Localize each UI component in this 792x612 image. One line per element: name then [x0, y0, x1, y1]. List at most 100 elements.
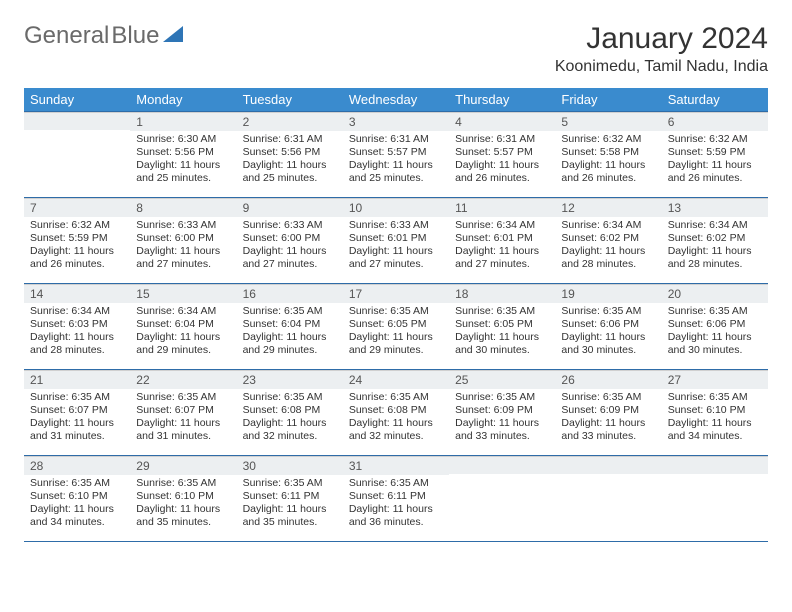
weekday-header: Friday	[555, 88, 661, 112]
calendar-day-cell	[555, 456, 661, 542]
weekday-header: Thursday	[449, 88, 555, 112]
day-number-empty	[662, 456, 768, 474]
sunset-text: Sunset: 6:09 PM	[455, 404, 549, 417]
day-number: 21	[24, 370, 130, 389]
day-details: Sunrise: 6:34 AMSunset: 6:04 PMDaylight:…	[130, 303, 236, 362]
sunset-text: Sunset: 6:03 PM	[30, 318, 124, 331]
daylight-text: Daylight: 11 hours and 27 minutes.	[455, 245, 549, 271]
sunrise-text: Sunrise: 6:32 AM	[668, 133, 762, 146]
sunset-text: Sunset: 6:07 PM	[136, 404, 230, 417]
day-details: Sunrise: 6:35 AMSunset: 6:11 PMDaylight:…	[343, 475, 449, 534]
day-number: 25	[449, 370, 555, 389]
day-number: 30	[237, 456, 343, 475]
daylight-text: Daylight: 11 hours and 26 minutes.	[668, 159, 762, 185]
sunrise-text: Sunrise: 6:35 AM	[668, 305, 762, 318]
sunrise-text: Sunrise: 6:35 AM	[455, 391, 549, 404]
sunrise-text: Sunrise: 6:30 AM	[136, 133, 230, 146]
sunrise-text: Sunrise: 6:35 AM	[136, 477, 230, 490]
daylight-text: Daylight: 11 hours and 29 minutes.	[349, 331, 443, 357]
calendar-day-cell: 21Sunrise: 6:35 AMSunset: 6:07 PMDayligh…	[24, 370, 130, 456]
day-details: Sunrise: 6:32 AMSunset: 5:59 PMDaylight:…	[24, 217, 130, 276]
day-number-empty	[449, 456, 555, 474]
daylight-text: Daylight: 11 hours and 25 minutes.	[349, 159, 443, 185]
weekday-header: Tuesday	[237, 88, 343, 112]
sunrise-text: Sunrise: 6:32 AM	[561, 133, 655, 146]
day-number: 29	[130, 456, 236, 475]
sunset-text: Sunset: 6:01 PM	[349, 232, 443, 245]
calendar-day-cell: 24Sunrise: 6:35 AMSunset: 6:08 PMDayligh…	[343, 370, 449, 456]
day-number: 9	[237, 198, 343, 217]
sunrise-text: Sunrise: 6:35 AM	[349, 391, 443, 404]
day-details: Sunrise: 6:34 AMSunset: 6:03 PMDaylight:…	[24, 303, 130, 362]
day-details: Sunrise: 6:30 AMSunset: 5:56 PMDaylight:…	[130, 131, 236, 190]
calendar-day-cell: 4Sunrise: 6:31 AMSunset: 5:57 PMDaylight…	[449, 112, 555, 198]
calendar-day-cell: 13Sunrise: 6:34 AMSunset: 6:02 PMDayligh…	[662, 198, 768, 284]
calendar-day-cell	[449, 456, 555, 542]
daylight-text: Daylight: 11 hours and 27 minutes.	[349, 245, 443, 271]
day-details: Sunrise: 6:32 AMSunset: 5:59 PMDaylight:…	[662, 131, 768, 190]
day-number: 14	[24, 284, 130, 303]
sunrise-text: Sunrise: 6:33 AM	[136, 219, 230, 232]
daylight-text: Daylight: 11 hours and 30 minutes.	[455, 331, 549, 357]
logo-text-general: General	[24, 22, 109, 50]
day-number: 31	[343, 456, 449, 475]
calendar-day-cell: 25Sunrise: 6:35 AMSunset: 6:09 PMDayligh…	[449, 370, 555, 456]
sunset-text: Sunset: 6:05 PM	[455, 318, 549, 331]
sunset-text: Sunset: 6:00 PM	[136, 232, 230, 245]
page-header: GeneralBlue January 2024 Koonimedu, Tami…	[24, 22, 768, 76]
calendar-day-cell: 12Sunrise: 6:34 AMSunset: 6:02 PMDayligh…	[555, 198, 661, 284]
day-number: 7	[24, 198, 130, 217]
daylight-text: Daylight: 11 hours and 26 minutes.	[30, 245, 124, 271]
day-details: Sunrise: 6:34 AMSunset: 6:02 PMDaylight:…	[555, 217, 661, 276]
calendar-day-cell	[662, 456, 768, 542]
day-number: 8	[130, 198, 236, 217]
sunset-text: Sunset: 6:08 PM	[243, 404, 337, 417]
weekday-header: Sunday	[24, 88, 130, 112]
day-details: Sunrise: 6:33 AMSunset: 6:00 PMDaylight:…	[237, 217, 343, 276]
sunset-text: Sunset: 5:57 PM	[349, 146, 443, 159]
calendar-day-cell: 23Sunrise: 6:35 AMSunset: 6:08 PMDayligh…	[237, 370, 343, 456]
sunrise-text: Sunrise: 6:31 AM	[455, 133, 549, 146]
day-number: 24	[343, 370, 449, 389]
title-block: January 2024 Koonimedu, Tamil Nadu, Indi…	[555, 22, 768, 76]
logo-triangle-icon	[163, 24, 187, 49]
sunrise-text: Sunrise: 6:35 AM	[30, 477, 124, 490]
day-details: Sunrise: 6:35 AMSunset: 6:10 PMDaylight:…	[662, 389, 768, 448]
calendar-day-cell: 11Sunrise: 6:34 AMSunset: 6:01 PMDayligh…	[449, 198, 555, 284]
day-number: 1	[130, 112, 236, 131]
day-details: Sunrise: 6:33 AMSunset: 6:01 PMDaylight:…	[343, 217, 449, 276]
daylight-text: Daylight: 11 hours and 33 minutes.	[561, 417, 655, 443]
day-details: Sunrise: 6:35 AMSunset: 6:05 PMDaylight:…	[449, 303, 555, 362]
sunset-text: Sunset: 6:11 PM	[349, 490, 443, 503]
logo: GeneralBlue	[24, 22, 187, 50]
day-number: 6	[662, 112, 768, 131]
day-details: Sunrise: 6:32 AMSunset: 5:58 PMDaylight:…	[555, 131, 661, 190]
calendar-day-cell: 19Sunrise: 6:35 AMSunset: 6:06 PMDayligh…	[555, 284, 661, 370]
daylight-text: Daylight: 11 hours and 32 minutes.	[349, 417, 443, 443]
sunset-text: Sunset: 5:59 PM	[30, 232, 124, 245]
calendar-day-cell: 10Sunrise: 6:33 AMSunset: 6:01 PMDayligh…	[343, 198, 449, 284]
sunrise-text: Sunrise: 6:34 AM	[136, 305, 230, 318]
day-details: Sunrise: 6:35 AMSunset: 6:07 PMDaylight:…	[24, 389, 130, 448]
day-details: Sunrise: 6:34 AMSunset: 6:01 PMDaylight:…	[449, 217, 555, 276]
sunset-text: Sunset: 6:06 PM	[668, 318, 762, 331]
calendar-day-cell: 28Sunrise: 6:35 AMSunset: 6:10 PMDayligh…	[24, 456, 130, 542]
sunset-text: Sunset: 6:11 PM	[243, 490, 337, 503]
weekday-header: Wednesday	[343, 88, 449, 112]
calendar-day-cell: 14Sunrise: 6:34 AMSunset: 6:03 PMDayligh…	[24, 284, 130, 370]
calendar-day-cell: 3Sunrise: 6:31 AMSunset: 5:57 PMDaylight…	[343, 112, 449, 198]
daylight-text: Daylight: 11 hours and 36 minutes.	[349, 503, 443, 529]
day-details: Sunrise: 6:35 AMSunset: 6:09 PMDaylight:…	[555, 389, 661, 448]
sunrise-text: Sunrise: 6:35 AM	[243, 391, 337, 404]
month-title: January 2024	[555, 22, 768, 56]
daylight-text: Daylight: 11 hours and 31 minutes.	[30, 417, 124, 443]
calendar-week-row: 28Sunrise: 6:35 AMSunset: 6:10 PMDayligh…	[24, 456, 768, 542]
sunrise-text: Sunrise: 6:34 AM	[30, 305, 124, 318]
sunset-text: Sunset: 6:04 PM	[136, 318, 230, 331]
day-number: 23	[237, 370, 343, 389]
daylight-text: Daylight: 11 hours and 28 minutes.	[561, 245, 655, 271]
sunrise-text: Sunrise: 6:34 AM	[561, 219, 655, 232]
daylight-text: Daylight: 11 hours and 34 minutes.	[668, 417, 762, 443]
calendar-week-row: 21Sunrise: 6:35 AMSunset: 6:07 PMDayligh…	[24, 370, 768, 456]
day-number: 22	[130, 370, 236, 389]
